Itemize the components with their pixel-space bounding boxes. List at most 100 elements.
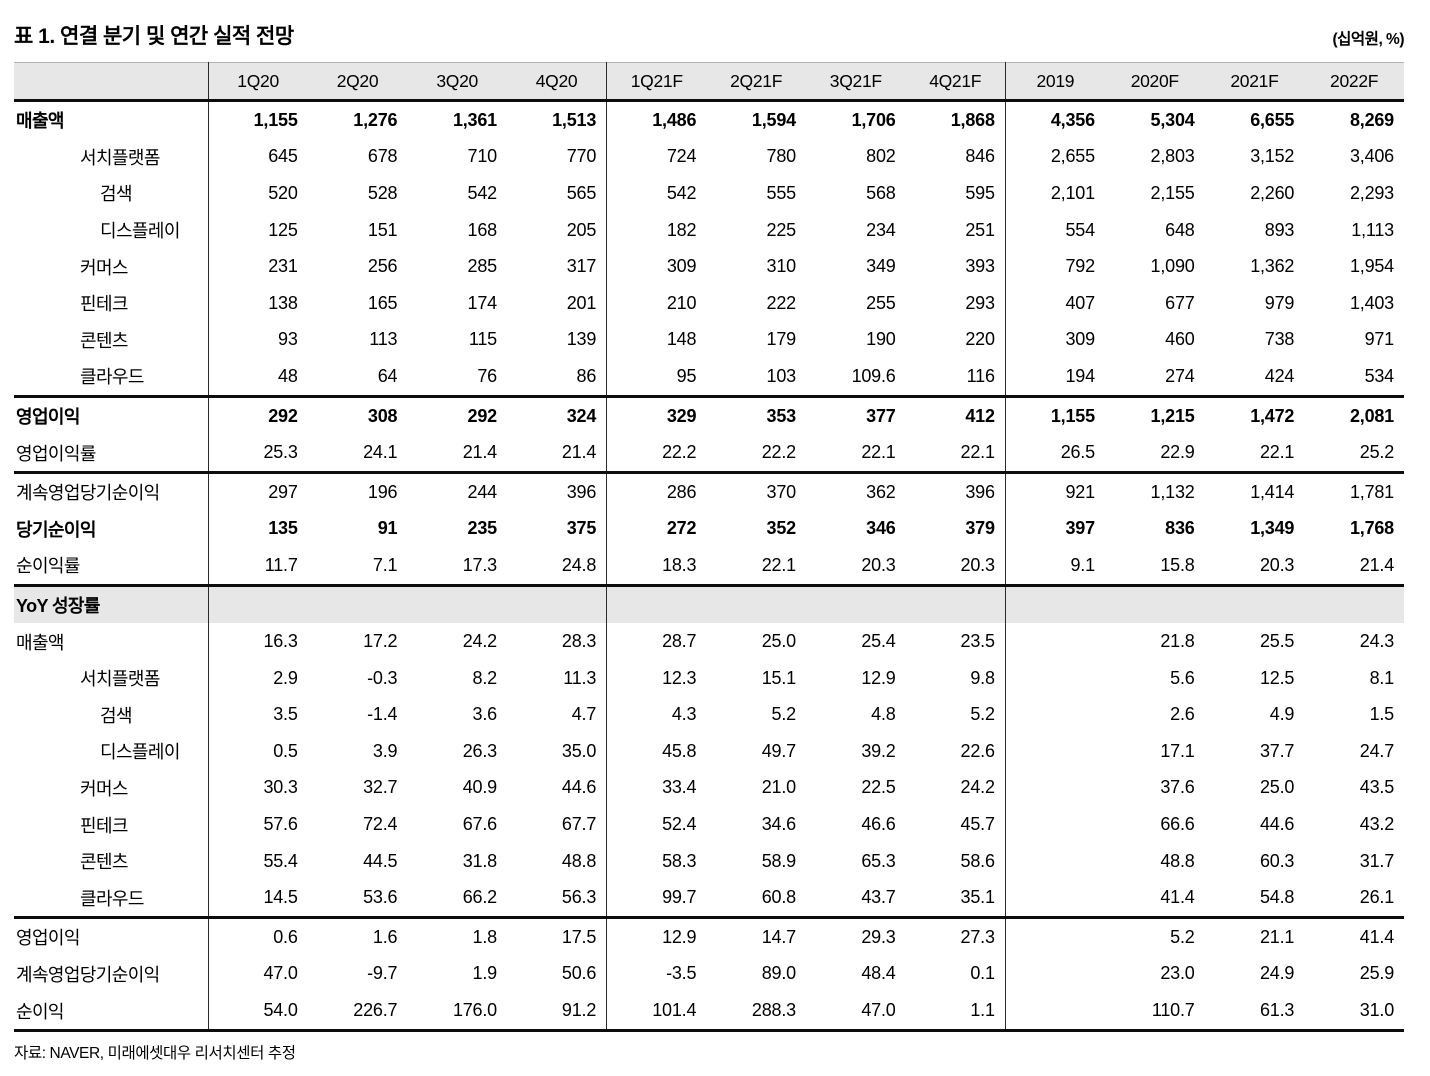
value-cell-2020F: 1,090 xyxy=(1150,256,1195,277)
value-cell-2021F: 1,349 xyxy=(1250,518,1295,539)
value-cell-4Q20: 11.3 xyxy=(506,659,608,697)
value-cell-1Q20: 292 xyxy=(268,405,298,426)
value-cell-3Q20: 710 xyxy=(467,146,498,167)
table-row: 콘텐츠 55.4 44.5 31.8 48.8 58.3 58.9 65.3 58.6 48.8 6… xyxy=(14,842,1404,880)
value-cell-3Q21F: 20.3 xyxy=(861,554,896,575)
table-section-2: 계속영업당기순이익 297 196 244 396 286 370 362 396 921 1,13… xyxy=(14,472,1404,586)
value-cell-2020F: 836 xyxy=(1165,518,1195,539)
value-cell-4Q20: 1,513 xyxy=(506,100,608,139)
value-cell-4Q21F: 9.8 xyxy=(905,659,1006,697)
value-cell-2019 xyxy=(1005,992,1105,1030)
value-cell-3Q20: 1,361 xyxy=(452,109,497,130)
value-cell-2Q21F: 222 xyxy=(766,292,797,313)
value-cell-1Q20: 48 xyxy=(278,365,298,386)
value-cell-2020F: 2,803 xyxy=(1150,146,1195,167)
value-cell-2019: 2,101 xyxy=(1050,182,1095,203)
value-cell-4Q21F: 846 xyxy=(905,138,1006,176)
value-cell-2022F: 24.3 xyxy=(1359,631,1394,652)
value-cell-2Q20: -1.4 xyxy=(367,704,398,725)
value-cell-2019 xyxy=(1005,623,1105,660)
value-cell-2022F: 1,768 xyxy=(1349,518,1394,539)
value-cell-4Q20: 375 xyxy=(506,510,608,548)
value-cell-1Q20: 297 xyxy=(268,481,298,502)
value-cell-2020F: 274 xyxy=(1165,365,1195,386)
value-cell-3Q21F: 22.1 xyxy=(861,442,896,463)
value-cell-2019 xyxy=(1005,770,1105,807)
value-cell-3Q21F: 48.4 xyxy=(861,963,896,984)
value-cell-1Q20: 54.0 xyxy=(263,1000,298,1021)
value-cell-3Q21F: 568 xyxy=(866,182,896,203)
value-cell-1Q20: 11.7 xyxy=(264,554,298,575)
value-cell-2022F: 3,406 xyxy=(1349,146,1394,167)
value-cell-3Q20: 542 xyxy=(467,182,498,203)
value-cell-2021F: 24.9 xyxy=(1260,963,1295,984)
row-label: 영업이익 xyxy=(14,396,209,435)
value-cell-1Q21F: 95 xyxy=(676,365,697,386)
value-cell-3Q20: 1.8 xyxy=(472,926,498,947)
value-cell-3Q21F: 346 xyxy=(866,518,896,539)
table-row: 콘텐츠 93 113 115 139 148 179 190 220 309 460 738 971 xyxy=(14,321,1404,359)
value-cell-2020F: 2,155 xyxy=(1150,182,1195,203)
value-cell-2020F: 21.8 xyxy=(1160,631,1195,652)
value-cell-3Q21F: 234 xyxy=(866,219,896,240)
value-cell-1Q21F: 99.7 xyxy=(662,887,697,908)
row-label: 클라우드 xyxy=(14,879,209,918)
value-cell-3Q21F: 43.7 xyxy=(861,887,896,908)
row-label: 콘텐츠 xyxy=(14,842,209,880)
value-cell-2022F: 1.5 xyxy=(1369,704,1395,725)
value-cell-2Q21F: 89.0 xyxy=(761,963,796,984)
band-cell xyxy=(307,585,408,624)
value-cell-3Q20: 40.9 xyxy=(462,777,497,798)
value-cell-3Q21F: 25.4 xyxy=(861,631,896,652)
value-cell-4Q20: 91.2 xyxy=(506,992,608,1031)
value-cell-3Q21F: 65.3 xyxy=(861,850,896,871)
value-cell-1Q20: 0.6 xyxy=(273,926,298,947)
value-cell-3Q20: 235 xyxy=(467,518,498,539)
table-row: 서치플랫폼 645 678 710 770 724 780 802 846 2,655 2,803 3… xyxy=(14,138,1404,176)
value-cell-4Q21F: 24.2 xyxy=(905,769,1006,807)
value-cell-2Q20: 24.1 xyxy=(363,442,398,463)
value-cell-2022F: 41.4 xyxy=(1359,926,1394,947)
value-cell-1Q21F: 22.2 xyxy=(662,442,697,463)
value-cell-1Q21F: 182 xyxy=(666,219,697,240)
section-band-row: YoY 성장률 xyxy=(14,585,1404,624)
value-cell-2021F: 37.7 xyxy=(1260,740,1295,761)
value-cell-4Q20: 48.8 xyxy=(506,842,608,880)
value-cell-3Q20: 24.2 xyxy=(462,631,497,652)
value-cell-4Q20: 396 xyxy=(506,472,608,511)
value-cell-2021F: 22.1 xyxy=(1260,442,1295,463)
value-cell-2022F: 24.7 xyxy=(1359,740,1394,761)
value-cell-2Q20: -9.7 xyxy=(367,963,398,984)
table-section-0: 매출액 1,155 1,276 1,361 1,513 1,486 1,594 1,706 1,… xyxy=(14,100,1404,397)
value-cell-3Q20: 244 xyxy=(467,481,498,502)
table-row: 서치플랫폼 2.9 -0.3 8.2 11.3 12.3 15.1 12.9 9.8 5.6 12.… xyxy=(14,659,1404,697)
value-cell-2019: 26.5 xyxy=(1060,442,1095,463)
value-cell-3Q21F: 1,706 xyxy=(851,109,896,130)
value-cell-2022F: 971 xyxy=(1364,329,1395,350)
value-cell-2020F: 17.1 xyxy=(1160,740,1195,761)
value-cell-3Q20: 176.0 xyxy=(452,1000,497,1021)
value-cell-2Q20: 72.4 xyxy=(363,814,398,835)
value-cell-4Q21F: 22.1 xyxy=(905,434,1006,473)
value-cell-2Q20: -0.3 xyxy=(367,667,398,688)
table-row: 커머스 30.3 32.7 40.9 44.6 33.4 21.0 22.5 24.2 37.6 2… xyxy=(14,769,1404,807)
table-row: 핀테크 57.6 72.4 67.6 67.7 52.4 34.6 46.6 45.7 66.6 4… xyxy=(14,806,1404,843)
value-cell-1Q20: 3.5 xyxy=(273,704,298,725)
column-header-3Q20: 3Q20 xyxy=(436,70,478,91)
row-label: 검색 xyxy=(14,175,209,212)
value-cell-2021F: 61.3 xyxy=(1260,1000,1295,1021)
row-label: 매출액 xyxy=(14,100,209,139)
value-cell-4Q21F: 5.2 xyxy=(905,696,1006,734)
value-cell-3Q21F: 12.9 xyxy=(861,667,896,688)
value-cell-2Q21F: 14.7 xyxy=(761,926,796,947)
value-cell-4Q21F: 45.7 xyxy=(905,806,1006,843)
value-cell-2021F: 21.1 xyxy=(1260,926,1295,947)
value-cell-2Q21F: 288.3 xyxy=(751,1000,796,1021)
value-cell-2021F: 1,414 xyxy=(1250,481,1295,502)
value-cell-2020F: 48.8 xyxy=(1160,850,1195,871)
value-cell-4Q21F: 22.6 xyxy=(905,733,1006,770)
value-cell-4Q20: 205 xyxy=(506,211,608,249)
value-cell-2019: 397 xyxy=(1065,518,1095,539)
value-cell-2021F: 3,152 xyxy=(1250,146,1295,167)
value-cell-2Q20: 3.9 xyxy=(372,740,398,761)
